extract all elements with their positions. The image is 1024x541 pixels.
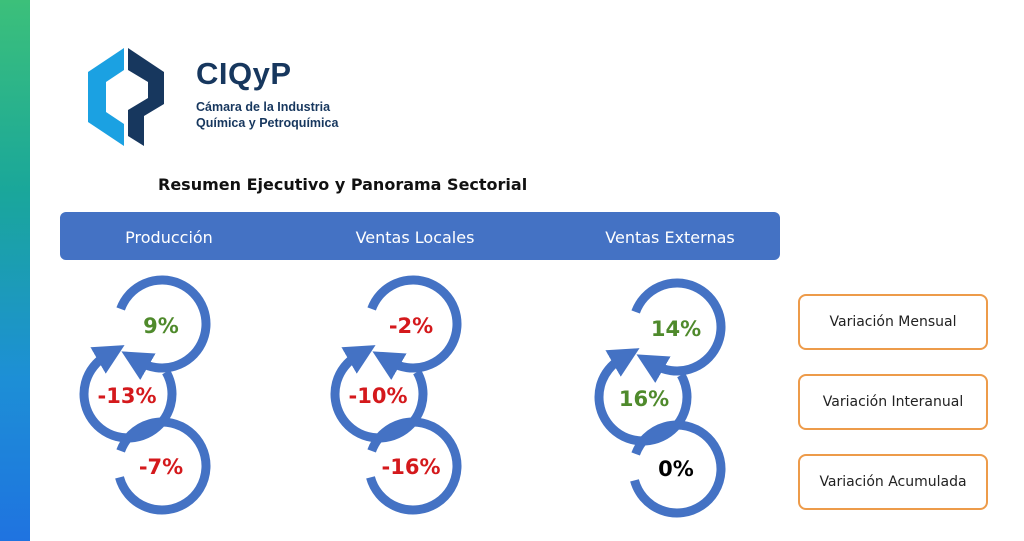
value-locales-mensual: -2% xyxy=(388,314,434,338)
header-bar: Producción Ventas Locales Ventas Externa… xyxy=(60,212,780,260)
cycle-arrow-middle-1 xyxy=(330,345,428,443)
ciqyp-logo: CIQyP Cámara de la Industria Química y P… xyxy=(68,44,338,154)
cycle-arrow-middle-2 xyxy=(594,348,692,446)
side-gradient-strip xyxy=(0,0,30,541)
cycle-arrow-bottom-1 xyxy=(366,417,462,515)
page-title: Resumen Ejecutivo y Panorama Sectorial xyxy=(158,175,528,194)
logo-subtitle-line2: Química y Petroquímica xyxy=(196,116,339,130)
value-externas-interanual: 16% xyxy=(618,387,670,411)
cycle-arrow-bottom-2 xyxy=(630,420,726,518)
cycle-arrow-bottom-0 xyxy=(115,417,211,515)
value-externas-mensual: 14% xyxy=(650,317,702,341)
value-produccion-interanual: -13% xyxy=(97,384,157,408)
cycle-arrow-top-0 xyxy=(116,275,211,380)
cycle-arrow-middle-0 xyxy=(79,345,177,443)
value-locales-interanual: -10% xyxy=(348,384,408,408)
logo-name: CIQyP xyxy=(196,56,292,91)
header-ventas-locales: Ventas Locales xyxy=(355,228,475,247)
value-produccion-acumulada: -7% xyxy=(138,455,184,479)
header-produccion: Producción xyxy=(125,228,213,247)
value-produccion-mensual: 9% xyxy=(143,314,179,338)
header-ventas-externas: Ventas Externas xyxy=(605,228,735,247)
ciqyp-logo-icon xyxy=(88,48,164,146)
legend-interanual: Variación Interanual xyxy=(798,374,988,430)
legend-acumulada: Variación Acumulada xyxy=(798,454,988,510)
cycle-arrow-top-1 xyxy=(367,275,462,380)
cycle-arrow-top-2 xyxy=(631,278,726,383)
value-locales-acumulada: -16% xyxy=(381,455,441,479)
value-externas-acumulada: 0% xyxy=(658,457,694,481)
logo-subtitle-line1: Cámara de la Industria xyxy=(196,100,331,114)
legend-mensual: Variación Mensual xyxy=(798,294,988,350)
